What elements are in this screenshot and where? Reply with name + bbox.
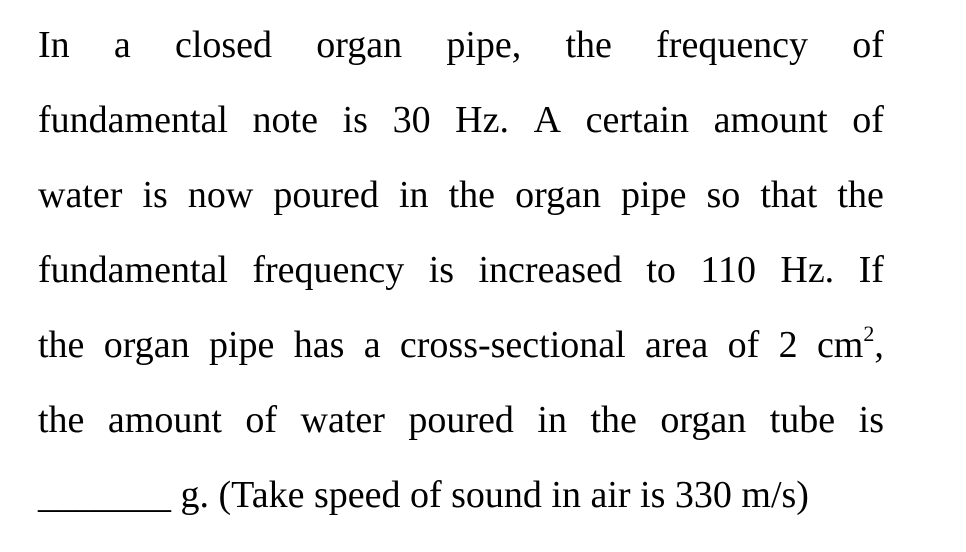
word: the: [38, 399, 85, 441]
word: the: [38, 324, 85, 366]
word: pipe: [208, 324, 275, 366]
word: now: [187, 174, 254, 216]
unit: cm: [816, 324, 864, 366]
question-line-7: _______ g. (Take speed of sound in air is…: [38, 473, 884, 517]
word: tube: [769, 399, 836, 441]
answer-blank: _______: [38, 474, 171, 516]
word: of: [727, 324, 760, 366]
word: fundamental: [38, 249, 228, 291]
word: 2: [778, 324, 798, 366]
word: water: [300, 399, 385, 441]
word: of: [852, 99, 884, 141]
word: frequency: [656, 24, 809, 66]
word: organ: [316, 24, 403, 66]
word: organ: [103, 324, 190, 366]
word: poured: [408, 399, 514, 441]
word: pipe,: [446, 24, 522, 66]
word: of: [245, 399, 278, 441]
word: poured: [273, 174, 379, 216]
word: a: [363, 324, 381, 366]
question-tail-text: g. (Take speed of sound in air is 330 m/…: [180, 474, 809, 516]
word: is: [342, 99, 368, 141]
word: water: [38, 174, 123, 216]
word: organ: [515, 174, 601, 216]
word: Hz.: [780, 249, 835, 291]
word: increased: [478, 249, 622, 291]
word: closed: [174, 24, 273, 66]
word: certain: [585, 99, 690, 141]
word: the: [565, 24, 612, 66]
exponent: 2: [863, 321, 875, 346]
punctuation: ,: [874, 324, 884, 366]
word: pipe: [621, 174, 687, 216]
word: to: [646, 249, 676, 291]
question-line-4: fundamental frequency is increased to 11…: [38, 248, 884, 292]
word: frequency: [252, 249, 405, 291]
word: is: [858, 399, 884, 441]
word: note: [252, 99, 318, 141]
word: Hz.: [455, 99, 509, 141]
word: organ: [660, 399, 747, 441]
word: has: [293, 324, 345, 366]
word: in: [537, 399, 567, 441]
question-line-2: fundamental note is 30 Hz. A certain amo…: [38, 98, 884, 142]
word: the: [590, 399, 637, 441]
question-line-5: the organ pipe has a cross-sectional are…: [38, 323, 884, 367]
word: of: [852, 24, 884, 66]
word: 110: [700, 249, 756, 291]
word: that: [760, 174, 818, 216]
question-line-1: In a closed organ pipe, the frequency of: [38, 23, 884, 67]
question-line-3: water is now poured in the organ pipe so…: [38, 173, 884, 217]
word: cross-sectional: [399, 324, 626, 366]
word: in: [398, 174, 429, 216]
question-line-6: the amount of water poured in the organ …: [38, 398, 884, 442]
word: the: [448, 174, 496, 216]
word: is: [428, 249, 455, 291]
word: is: [142, 174, 168, 216]
word: amount: [713, 99, 828, 141]
word: a: [113, 24, 131, 66]
word: so: [706, 174, 741, 216]
word: area: [645, 324, 709, 366]
word: 30: [392, 99, 431, 141]
word: fundamental: [38, 99, 228, 141]
word: amount: [107, 399, 222, 441]
word: In: [38, 24, 70, 66]
word: A: [533, 99, 562, 141]
word: the: [837, 174, 884, 216]
word: If: [858, 249, 884, 291]
unit-with-exponent: cm2,: [817, 323, 884, 367]
